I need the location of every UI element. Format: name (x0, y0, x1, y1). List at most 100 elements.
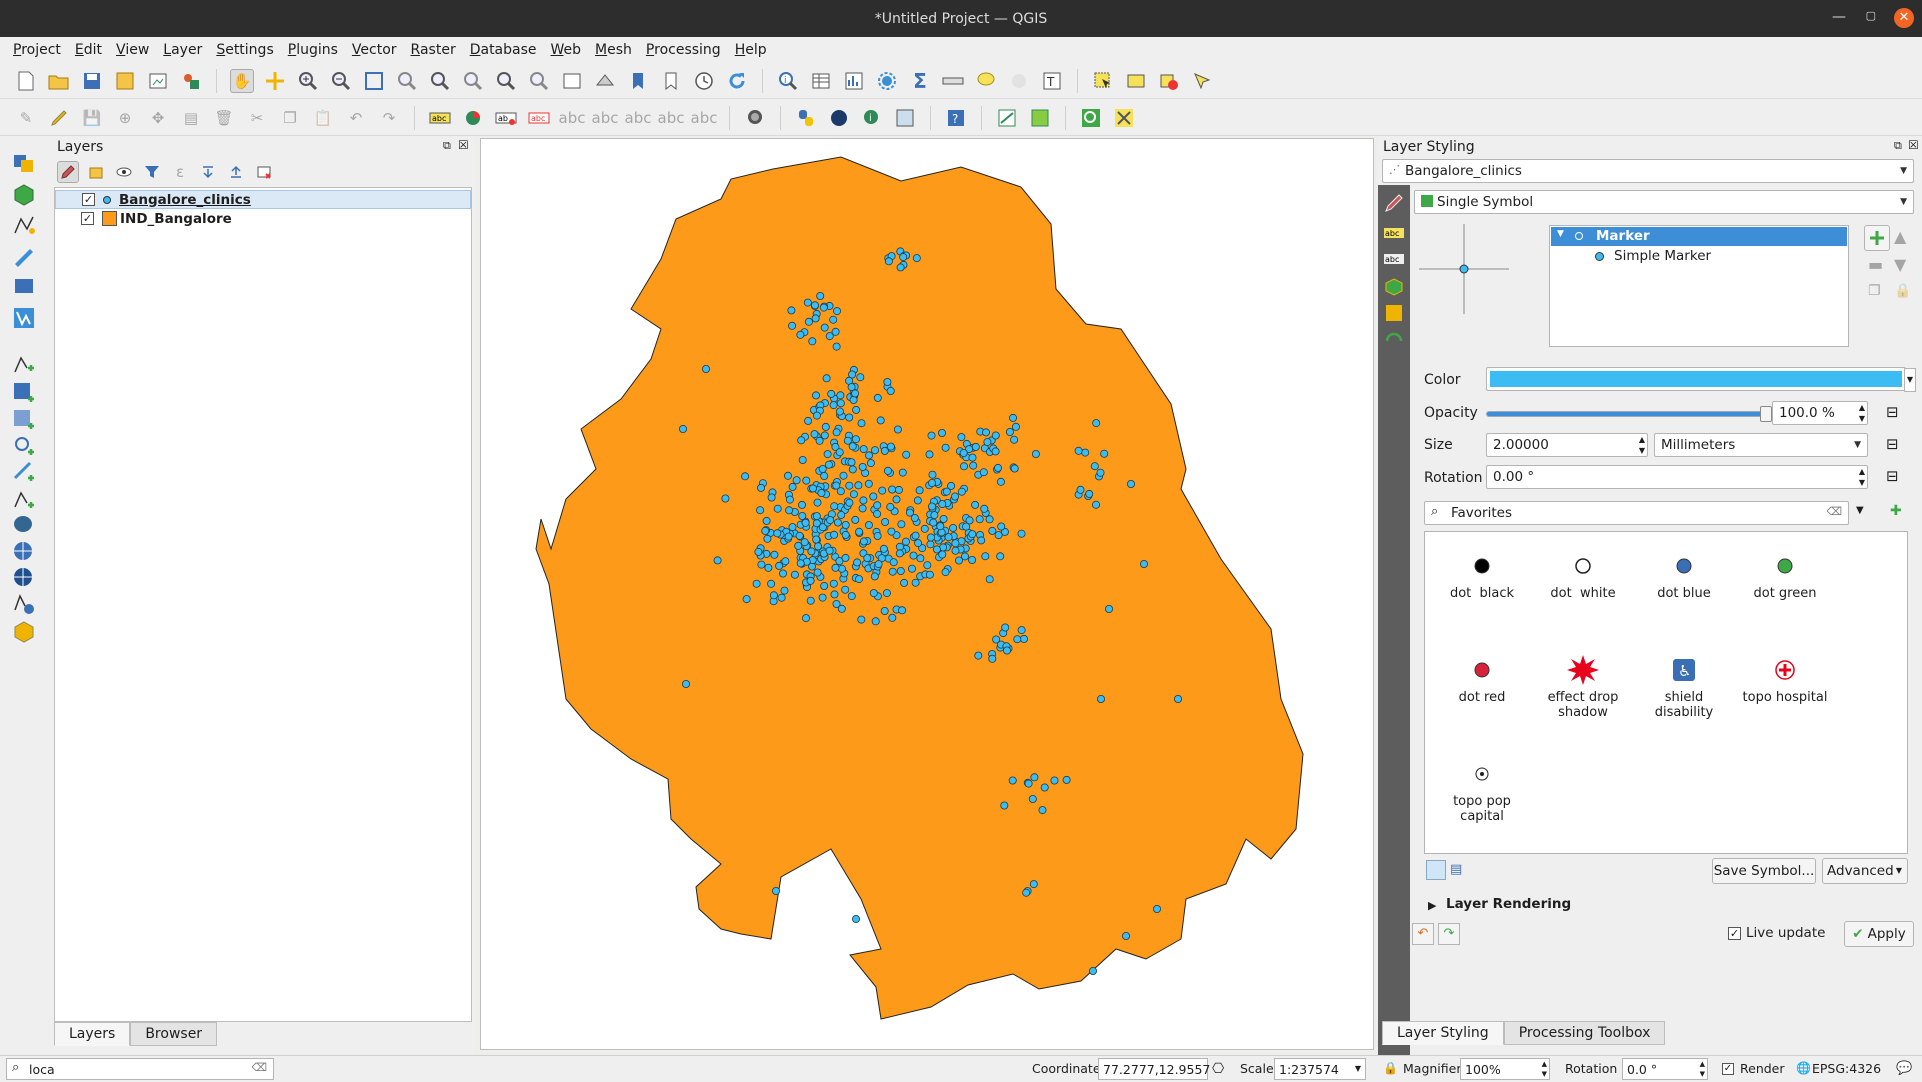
menu-raster[interactable]: Raster (410, 42, 456, 58)
3d-view-icon[interactable] (1384, 277, 1404, 301)
add-mesh-layer-icon[interactable] (12, 274, 36, 298)
data-defined-override-icon[interactable]: ⊟ (1886, 403, 1899, 421)
lock-scale-icon[interactable]: 🔒 (1383, 1061, 1398, 1075)
filter-legend-icon[interactable] (141, 161, 163, 183)
add-wfs-icon[interactable] (12, 540, 36, 564)
layer-rendering-section[interactable]: Layer Rendering (1446, 896, 1572, 912)
symbol-cell[interactable]: dot blue (1639, 546, 1729, 601)
crs-globe-icon[interactable]: 🌐 (1796, 1061, 1811, 1075)
favorites-dropdown-arrow[interactable]: ▼ (1856, 505, 1864, 516)
map-tips-icon[interactable] (974, 69, 998, 93)
undo-icon[interactable]: ↶ (1412, 923, 1434, 945)
label-tool-icon[interactable]: abc (428, 106, 452, 130)
plugin-globe-icon[interactable] (743, 106, 767, 130)
duplicate-layer-icon[interactable]: ❐ (1868, 283, 1881, 299)
globe-dark-icon[interactable] (827, 106, 851, 130)
add-raster-layer-icon[interactable] (12, 244, 36, 268)
opacity-slider[interactable] (1486, 411, 1772, 417)
georeferencer-icon[interactable] (893, 106, 917, 130)
python-console-icon[interactable] (794, 106, 818, 130)
scale-combo[interactable]: 1:237574 ▼ (1274, 1058, 1366, 1080)
panel-close-icon[interactable]: ☒ (458, 138, 469, 152)
select-features-icon[interactable] (1091, 69, 1115, 93)
menu-vector[interactable]: Vector (351, 42, 397, 58)
locator-search-input[interactable]: ⌕ loca ⌫ (6, 1058, 274, 1080)
new-geopackage-icon[interactable] (12, 381, 36, 405)
add-symbol-layer-button[interactable] (1864, 225, 1890, 251)
spin-arrows-icon[interactable]: ▲ ▼ (1858, 403, 1865, 423)
style-manager-icon[interactable] (179, 69, 203, 93)
zoom-native-icon[interactable] (461, 69, 485, 93)
pin-labels-icon[interactable]: ab (494, 106, 518, 130)
symbol-tree-simple-marker[interactable]: Simple Marker (1551, 247, 1847, 266)
spin-arrows-icon[interactable]: ▲ ▼ (1638, 435, 1645, 455)
symbol-search-input[interactable]: ⌕ Favorites ⌫ (1424, 501, 1849, 525)
edits-icon[interactable]: ✎ (19, 108, 33, 127)
symbol-cell[interactable]: dot black (1437, 546, 1527, 601)
zoom-full-icon[interactable] (362, 69, 386, 93)
move-up-icon[interactable]: ▲ (1894, 227, 1907, 246)
symbol-cell[interactable]: effect drop shadow (1538, 650, 1628, 720)
menu-database[interactable]: Database (469, 42, 537, 58)
render-checkbox[interactable]: ✓ (1722, 1063, 1734, 1075)
new-temp-layer-icon[interactable] (12, 487, 36, 511)
color-button[interactable] (1486, 367, 1906, 391)
deselect-icon[interactable] (1157, 69, 1181, 93)
advanced-button[interactable]: Advanced ▼ (1822, 858, 1908, 884)
symbol-tree-marker[interactable]: ▼ Marker (1551, 227, 1847, 246)
menu-plugins[interactable]: Plugins (287, 42, 338, 58)
measure-icon[interactable] (941, 69, 965, 93)
close-button[interactable]: ✕ (1894, 8, 1914, 28)
tab-layer-styling[interactable]: Layer Styling (1382, 1021, 1504, 1045)
manage-visibility-icon[interactable] (113, 161, 135, 183)
data-source-manager-icon[interactable] (12, 151, 36, 175)
plugin-b-icon[interactable] (1028, 106, 1052, 130)
redo-icon[interactable]: ↷ (1438, 923, 1460, 945)
redo-icon[interactable]: ↷ (382, 108, 396, 127)
plugin-tools-icon[interactable] (1112, 106, 1136, 130)
minimize-button[interactable]: — (1832, 9, 1846, 25)
diagram-tool-icon[interactable] (461, 106, 485, 130)
data-defined-override-icon[interactable]: ⊟ (1886, 467, 1899, 485)
renderer-combo[interactable]: Single Symbol ▼ (1414, 190, 1914, 214)
symbol-cell[interactable]: dot red (1437, 650, 1527, 705)
new-annotation-icon[interactable] (1190, 69, 1214, 93)
spin-arrows-icon[interactable]: ▲ ▼ (1858, 467, 1865, 487)
rotate-label-icon[interactable]: abc (591, 108, 619, 127)
masks-icon[interactable]: abc (1383, 251, 1405, 271)
change-label-icon[interactable]: abc (624, 108, 652, 127)
menu-settings[interactable]: Settings (216, 42, 274, 58)
spin-arrows-icon[interactable]: ▲ ▼ (1699, 1060, 1705, 1078)
new-3d-view-icon[interactable] (593, 69, 617, 93)
spin-arrows-icon[interactable]: ▲ ▼ (1541, 1060, 1547, 1078)
pan-to-selection-icon[interactable] (263, 69, 287, 93)
size-spinbox[interactable]: 2.00000 ▲ ▼ (1486, 433, 1648, 457)
lock-layer-icon[interactable]: 🔒 (1894, 283, 1912, 299)
remove-layer-icon[interactable] (253, 161, 275, 183)
symbol-cell[interactable]: topo pop capital (1437, 754, 1527, 824)
new-spatialite-icon[interactable] (12, 408, 36, 432)
labels-icon[interactable]: abc (1383, 225, 1405, 245)
save-as-icon[interactable] (113, 69, 137, 93)
symbol-cell[interactable]: dot white (1538, 546, 1628, 601)
clear-search-icon[interactable]: ⌫ (1826, 505, 1842, 518)
bookmark-new-icon[interactable] (626, 69, 650, 93)
toggle-extents-icon[interactable]: ⎔ (1212, 1061, 1225, 1077)
menu-project[interactable]: Project (13, 42, 61, 58)
menu-edit[interactable]: Edit (74, 42, 103, 58)
menu-layer[interactable]: Layer (163, 42, 203, 58)
processing-gear-icon[interactable] (875, 69, 899, 93)
crs-label[interactable]: EPSG:4326 (1812, 1061, 1882, 1076)
add-arcgis-icon[interactable] (12, 592, 36, 616)
apply-button[interactable]: ✔ Apply (1844, 921, 1914, 947)
add-layer-cube-icon[interactable] (12, 183, 36, 207)
tab-processing-toolbox[interactable]: Processing Toolbox (1503, 1021, 1666, 1045)
layer-item-ind-bangalore[interactable]: ✓ IND_Bangalore (55, 209, 471, 228)
zoom-selection-icon[interactable] (395, 69, 419, 93)
zoom-out-icon[interactable] (329, 69, 353, 93)
expand-all-icon[interactable] (197, 161, 219, 183)
data-defined-override-icon[interactable]: ⊟ (1886, 435, 1899, 453)
layer-visibility-checkbox[interactable]: ✓ (81, 212, 94, 225)
live-update-checkbox[interactable]: ✓ (1728, 927, 1741, 940)
add-feature-icon[interactable]: ⊕ (118, 108, 132, 127)
